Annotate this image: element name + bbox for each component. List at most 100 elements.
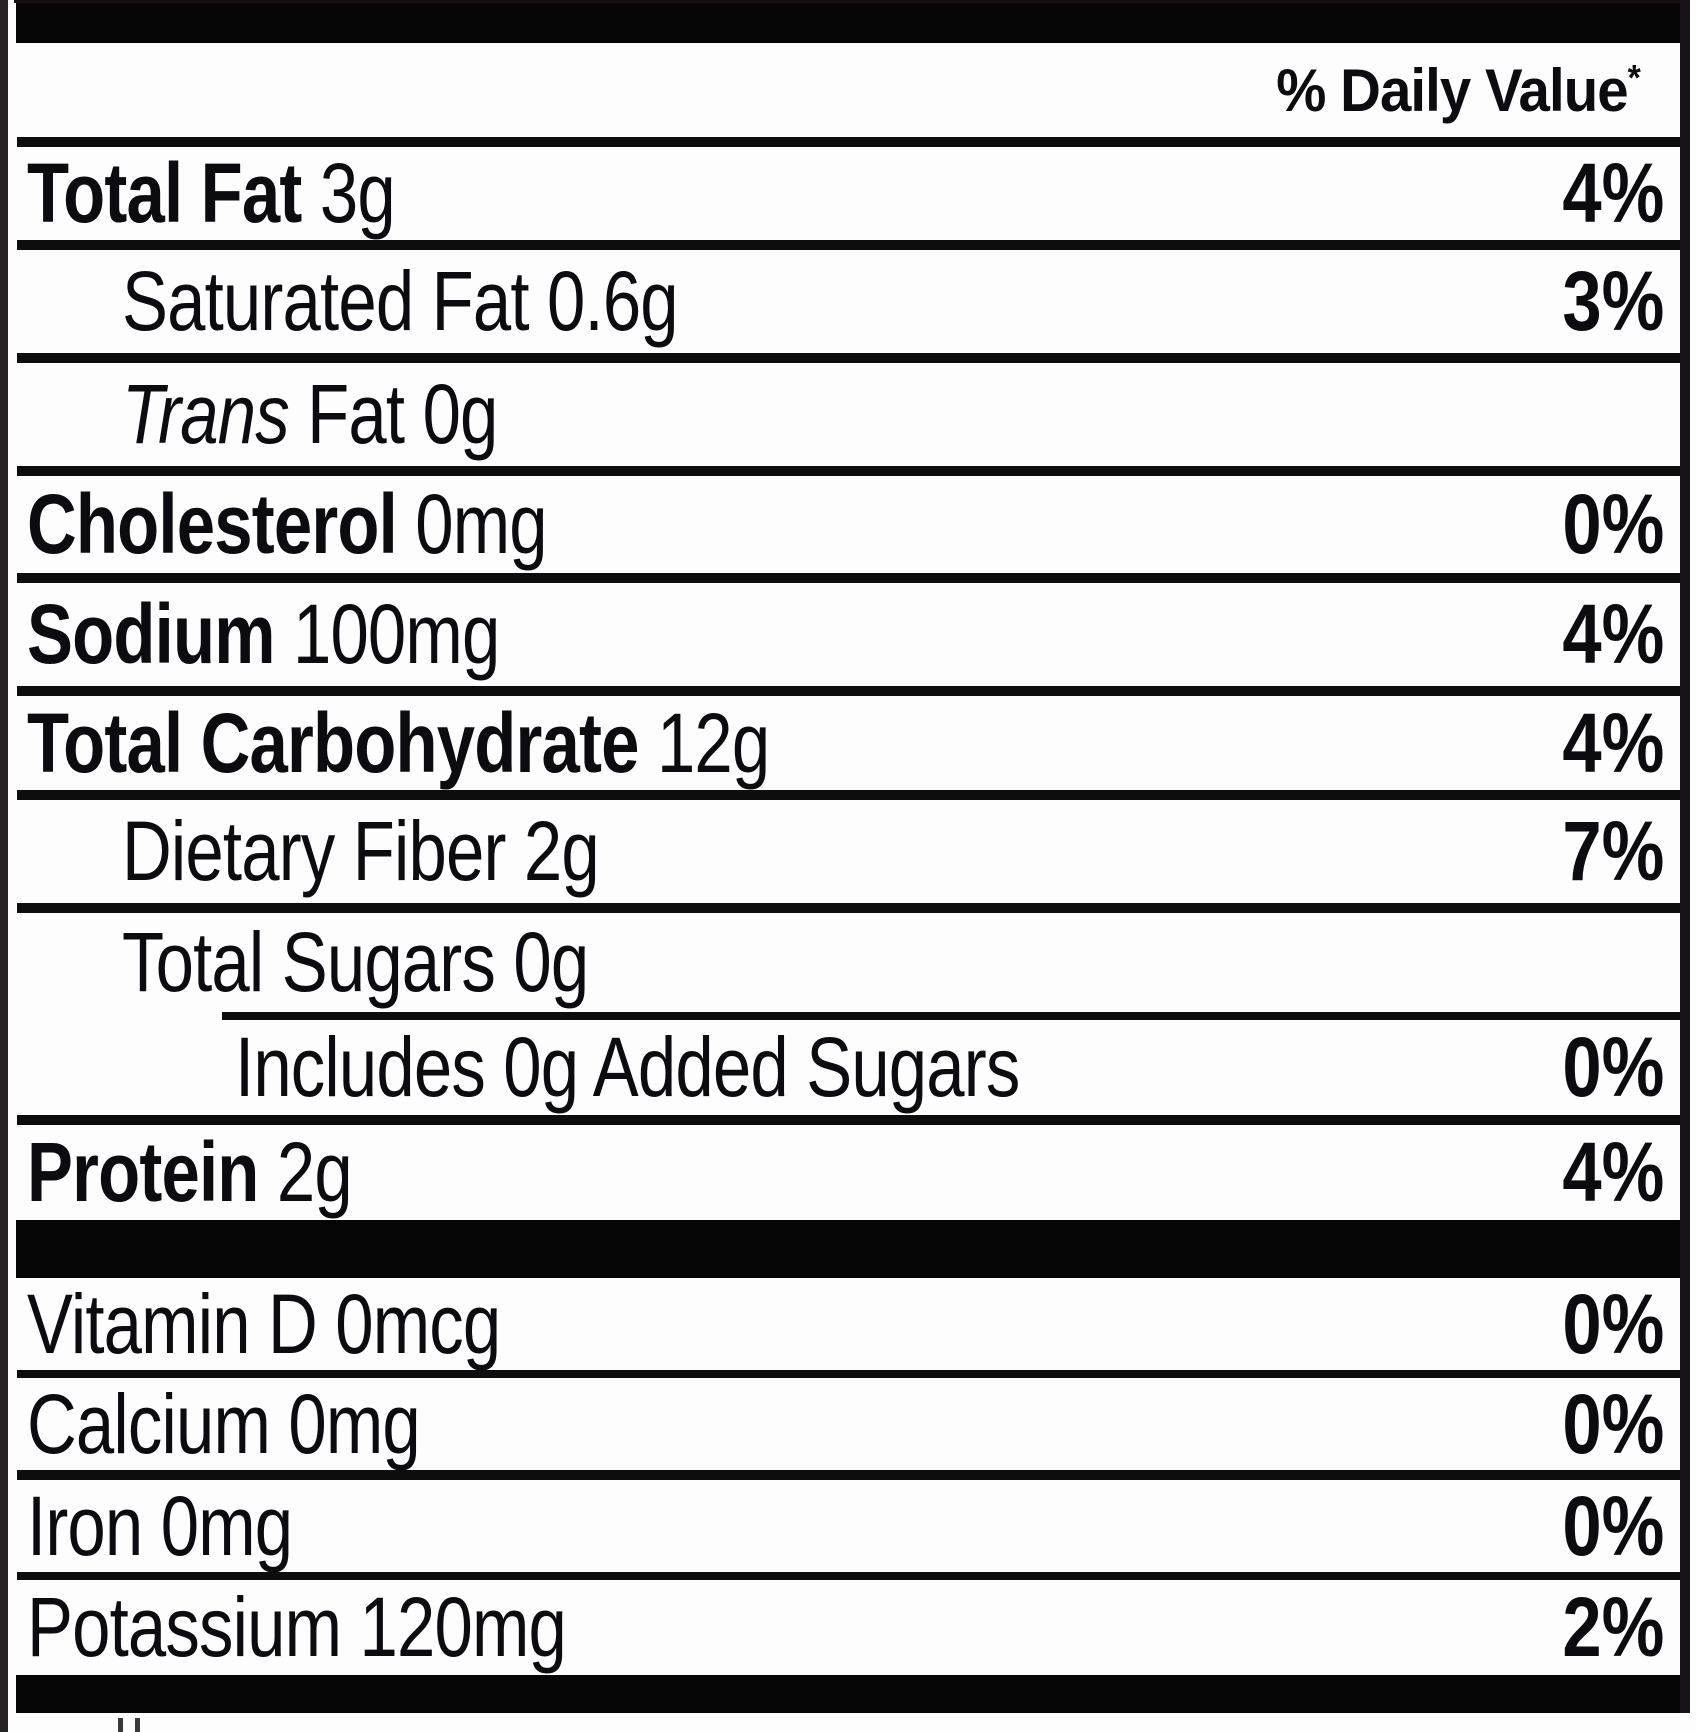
nutrient-row-iron: Iron 0mg 0% (8, 1478, 1680, 1575)
daily-value-header-row: % Daily Value* (8, 43, 1680, 137)
nutrient-name-cell: Cholesterol 0mg (8, 476, 661, 573)
section-divider-bar-bottom (16, 1675, 1680, 1713)
nutrient-amount: 12g (656, 695, 770, 790)
row-divider (17, 686, 1680, 696)
nutrient-name: Protein (27, 1125, 259, 1219)
daily-value-percent: 0% (1562, 1020, 1664, 1114)
section-divider-bar-top (16, 3, 1680, 43)
daily-value-cell: 2% (1543, 1579, 1680, 1676)
nutrient-name-italic: Trans (122, 367, 290, 461)
nutrient-name-cell: Trans Fat 0g (8, 366, 580, 463)
label-content: % Daily Value* Total Fat 3g 4% Saturated… (8, 0, 1680, 1732)
daily-value-cell: 4% (1543, 695, 1680, 792)
nutrient-name: Total Carbohydrate (27, 695, 639, 790)
nutrient-name-cell: Total Sugars 0g (8, 914, 691, 1011)
daily-value-cell: 0% (1543, 476, 1680, 573)
row-divider (17, 466, 1680, 476)
nutrient-row-protein: Protein 2g 4% (8, 1125, 1680, 1220)
daily-value-cell: 0% (1543, 1276, 1680, 1373)
nutrient-name-cell: Includes 0g Added Sugars (8, 1019, 1192, 1116)
row-divider (17, 1115, 1680, 1125)
daily-value-percent: 2% (1562, 1580, 1664, 1674)
daily-value-cell: 7% (1543, 803, 1680, 900)
row-divider (17, 240, 1680, 250)
cutoff-text-fragment (135, 1718, 140, 1732)
daily-value-cell (1664, 914, 1680, 1011)
label-left-border (0, 0, 8, 1732)
daily-value-percent: 0% (1562, 1276, 1664, 1371)
nutrient-amount: 2g (276, 1125, 353, 1219)
nutrient-name-cell: Protein 2g (8, 1124, 423, 1221)
daily-value-cell: 3% (1543, 253, 1680, 350)
cropped-footnote-area (8, 1713, 1680, 1732)
nutrient-row-calcium: Calcium 0mg 0% (8, 1376, 1680, 1473)
daily-value-percent: 4% (1562, 1125, 1664, 1219)
daily-value-percent: 7% (1562, 804, 1664, 898)
nutrient-name: Includes 0g Added Sugars (235, 1020, 1020, 1114)
nutrient-row-potassium: Potassium 120mg 2% (8, 1580, 1680, 1675)
nutrient-name: Cholesterol (27, 477, 398, 571)
nutrient-name: Calcium (27, 1376, 271, 1471)
row-divider-indented (222, 1012, 1680, 1020)
daily-value-label: % Daily Value (1276, 56, 1628, 124)
nutrient-amount: 0.6g (547, 254, 679, 348)
cropped-top-rule (14, 0, 1680, 3)
daily-value-header: % Daily Value* (1253, 56, 1680, 125)
nutrient-name: Total Sugars (122, 915, 496, 1009)
nutrient-amount: 0mg (288, 1376, 420, 1471)
daily-value-cell: 4% (1543, 586, 1680, 683)
nutrient-name-cell: Saturated Fat 0.6g (8, 253, 800, 350)
daily-value-percent: 3% (1562, 254, 1664, 348)
nutrient-name-cell: Dietary Fiber 2g (8, 803, 704, 900)
nutrient-name-cell: Total Fat 3g (8, 145, 476, 242)
nutrient-amount: 0mg (160, 1478, 293, 1573)
nutrient-name: Potassium (27, 1580, 342, 1674)
nutrient-amount: 3g (319, 146, 396, 240)
nutrient-name: Fat (307, 367, 405, 461)
nutrient-row-vitamin-d: Vitamin D 0mcg 0% (8, 1276, 1680, 1373)
daily-value-percent: 0% (1562, 1478, 1664, 1573)
nutrient-amount: 2g (523, 804, 600, 898)
daily-value-percent: 0% (1562, 1376, 1664, 1471)
nutrient-name-cell: Total Carbohydrate 12g (8, 695, 932, 792)
row-divider (17, 1470, 1680, 1480)
daily-value-percent: 4% (1562, 695, 1664, 790)
daily-value-cell: 0% (1543, 1376, 1680, 1473)
nutrient-name: Total Fat (27, 146, 302, 240)
nutrient-amount: 0g (422, 367, 499, 461)
nutrient-row-cholesterol: Cholesterol 0mg 0% (8, 476, 1680, 573)
row-divider (17, 1572, 1680, 1580)
nutrient-name: Vitamin D (27, 1276, 318, 1371)
nutrient-name: Sodium (27, 587, 275, 681)
daily-value-cell: 0% (1543, 1478, 1680, 1575)
section-divider-bar-middle (16, 1220, 1680, 1278)
nutrient-name-cell: Potassium 120mg (8, 1579, 684, 1676)
nutrient-row-dietary-fiber: Dietary Fiber 2g 7% (8, 800, 1680, 903)
daily-value-cell: 4% (1543, 145, 1680, 242)
nutrient-row-total-fat: Total Fat 3g 4% (8, 145, 1680, 242)
daily-value-cell: 0% (1543, 1019, 1680, 1116)
nutrient-row-trans-fat: Trans Fat 0g (8, 363, 1680, 466)
nutrient-name-cell: Iron 0mg (8, 1478, 351, 1575)
daily-value-cell (1664, 366, 1680, 463)
row-divider (17, 903, 1680, 913)
footnote-asterisk: * (1627, 56, 1641, 98)
nutrient-amount: 120mg (359, 1580, 567, 1674)
row-divider (17, 790, 1680, 800)
nutrient-row-added-sugars: Includes 0g Added Sugars 0% (8, 1020, 1680, 1115)
daily-value-percent: 4% (1562, 146, 1664, 240)
daily-value-percent: 4% (1562, 587, 1664, 681)
nutrient-name: Saturated Fat (122, 254, 530, 348)
nutrient-name-cell: Sodium 100mg (8, 586, 603, 683)
nutrient-name: Dietary Fiber (122, 804, 506, 898)
daily-value-cell: 4% (1543, 1124, 1680, 1221)
label-right-border (1680, 0, 1690, 1713)
nutrient-amount: 100mg (292, 587, 500, 681)
nutrient-name-cell: Vitamin D 0mcg (8, 1276, 604, 1373)
nutrient-name-cell: Calcium 0mg (8, 1376, 506, 1473)
daily-value-percent: 0% (1562, 477, 1664, 571)
row-divider (17, 137, 1680, 147)
nutrient-amount: 0g (513, 915, 589, 1009)
nutrient-row-total-sugars: Total Sugars 0g (8, 913, 1680, 1012)
nutrient-row-total-carbohydrate: Total Carbohydrate 12g 4% (8, 696, 1680, 790)
